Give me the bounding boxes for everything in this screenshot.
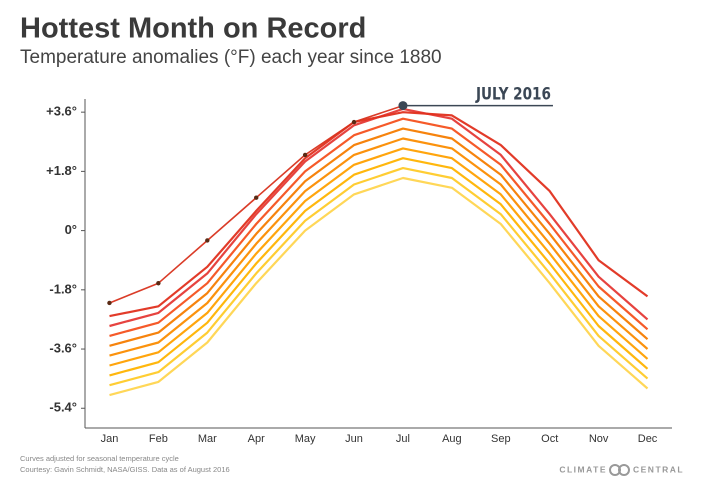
annotation: JULY 2016 (475, 84, 551, 104)
logo-icon (618, 464, 630, 476)
series-marker (156, 281, 161, 286)
series-line (109, 117, 649, 337)
x-tick-label: Aug (442, 433, 462, 445)
y-tick-label: +3.6° (46, 104, 77, 119)
series-line (109, 147, 649, 367)
y-tick-label: 0° (65, 222, 77, 237)
x-tick-label: Nov (589, 433, 609, 445)
series-line (109, 137, 649, 357)
series-line (109, 127, 649, 347)
y-tick-label: -1.8° (49, 281, 77, 296)
y-tick-label: -5.4° (49, 400, 77, 415)
x-tick-label: May (295, 433, 316, 445)
x-tick-label: Feb (149, 433, 168, 445)
x-tick-label: Jan (101, 433, 119, 445)
x-tick-label: Apr (248, 433, 265, 445)
series-marker (254, 195, 259, 200)
series-marker (205, 238, 210, 243)
series-marker (107, 300, 112, 306)
y-tick-label: -3.6° (49, 340, 77, 355)
footnote: Curves adjusted for seasonal temperature… (20, 454, 179, 463)
x-tick-label: Jun (345, 433, 363, 445)
series-line (109, 167, 649, 387)
x-tick-label: Jul (396, 433, 410, 445)
series-line (109, 111, 649, 318)
x-tick-label: Oct (541, 433, 558, 445)
x-tick-label: Dec (638, 433, 658, 445)
series-marker (351, 119, 357, 125)
y-tick-label: +1.8° (46, 163, 77, 178)
logo-text: CLIMATE (559, 464, 607, 474)
series-line (109, 176, 649, 397)
footnote: Courtesy: Gavin Schmidt, NASA/GISS. Data… (20, 465, 230, 474)
series-marker (302, 152, 308, 158)
logo-text: CENTRAL (633, 464, 684, 474)
x-tick-label: Sep (491, 433, 511, 445)
chart-title: Hottest Month on Record (20, 13, 366, 45)
series-line (109, 157, 649, 377)
chart-subtitle: Temperature anomalies (°F) each year sin… (20, 47, 442, 68)
x-tick-label: Mar (198, 433, 217, 445)
